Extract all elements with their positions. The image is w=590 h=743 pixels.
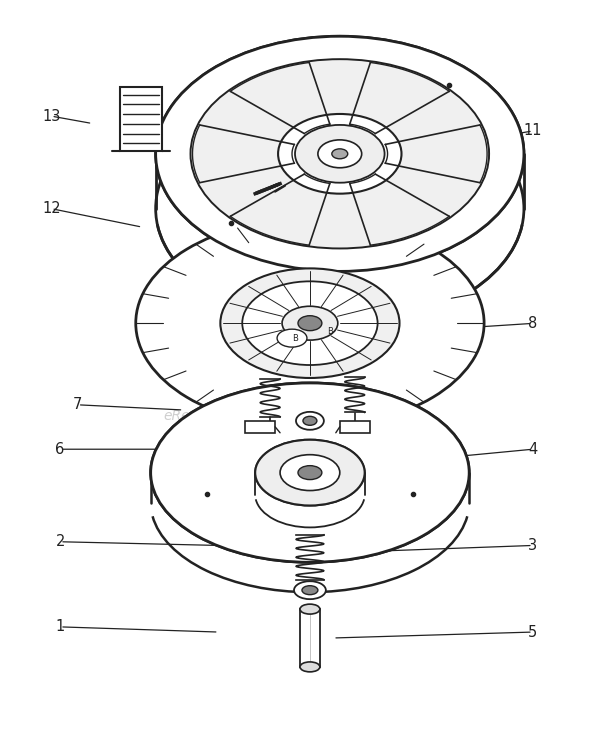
Ellipse shape <box>332 149 348 159</box>
Text: 5: 5 <box>528 625 537 640</box>
Text: 8: 8 <box>528 316 537 331</box>
Text: 6: 6 <box>55 442 65 457</box>
Ellipse shape <box>277 329 307 347</box>
Ellipse shape <box>318 140 362 168</box>
Ellipse shape <box>280 455 340 490</box>
Ellipse shape <box>242 282 378 365</box>
Ellipse shape <box>220 268 399 378</box>
Ellipse shape <box>302 585 318 594</box>
Text: 3: 3 <box>528 538 537 553</box>
Ellipse shape <box>295 125 385 183</box>
Text: eReplacementParts.com: eReplacementParts.com <box>163 409 333 423</box>
Text: 1: 1 <box>55 620 65 635</box>
Ellipse shape <box>303 416 317 425</box>
Text: 13: 13 <box>42 108 61 123</box>
Text: 7: 7 <box>73 398 83 412</box>
Text: 4: 4 <box>528 442 537 457</box>
Ellipse shape <box>300 662 320 672</box>
Text: B: B <box>292 334 298 343</box>
Ellipse shape <box>136 218 484 428</box>
Ellipse shape <box>191 59 489 248</box>
Ellipse shape <box>150 383 469 562</box>
Bar <box>120 87 162 152</box>
Ellipse shape <box>255 440 365 505</box>
Ellipse shape <box>282 306 338 340</box>
Bar <box>300 609 320 667</box>
Ellipse shape <box>296 412 324 429</box>
Ellipse shape <box>156 91 524 326</box>
Ellipse shape <box>298 316 322 331</box>
Ellipse shape <box>298 466 322 479</box>
Ellipse shape <box>300 604 320 614</box>
Ellipse shape <box>294 581 326 599</box>
Ellipse shape <box>255 440 365 505</box>
Text: B: B <box>327 327 333 336</box>
Ellipse shape <box>156 36 524 271</box>
Bar <box>340 421 370 432</box>
Text: 2: 2 <box>55 534 65 549</box>
Bar <box>245 421 275 432</box>
Ellipse shape <box>278 114 402 194</box>
Ellipse shape <box>150 383 469 562</box>
Text: 11: 11 <box>523 123 542 138</box>
Ellipse shape <box>156 36 524 271</box>
Text: 12: 12 <box>42 201 61 216</box>
